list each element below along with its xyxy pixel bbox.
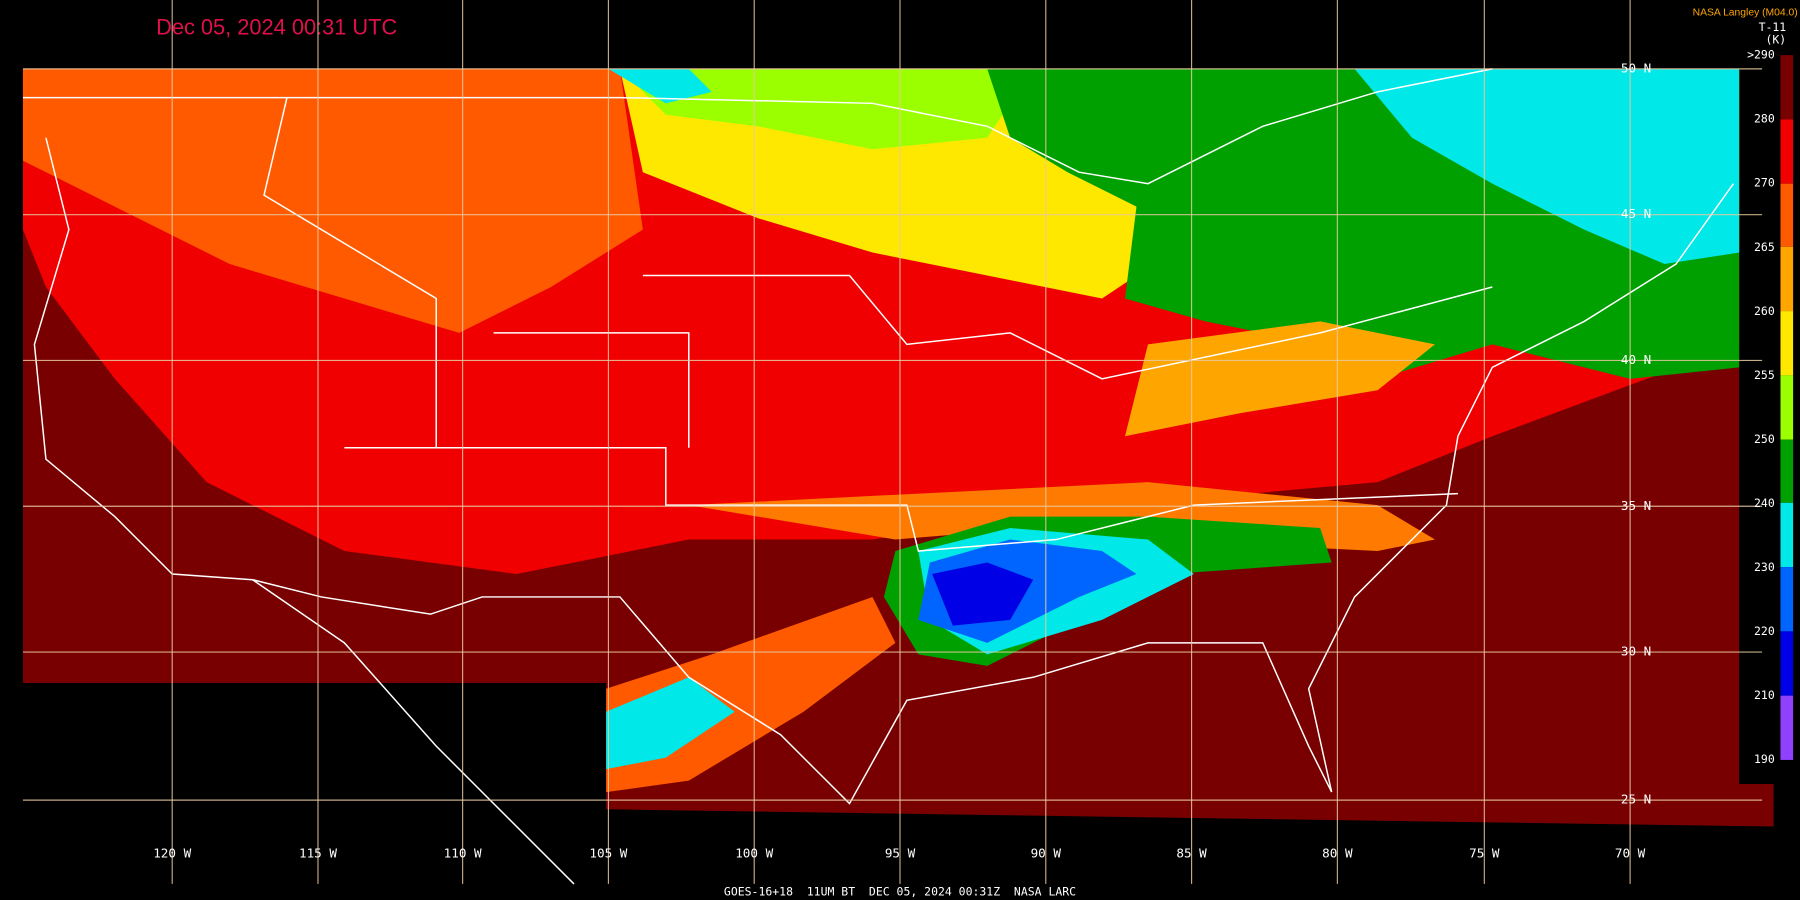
longitude-label: 95 W: [885, 846, 916, 861]
latitude-label: 40 N: [1621, 352, 1651, 367]
title: Dec 05, 2024 00:31 UTC: [156, 14, 397, 39]
colorbar-label: 250: [1754, 432, 1775, 446]
imagery: [22, 68, 1774, 827]
footer: GOES-16+18 11UM BT DEC 05, 2024 00:31Z N…: [724, 884, 1076, 898]
longitude-label: 105 W: [589, 846, 627, 861]
longitude-label: 70 W: [1615, 846, 1646, 861]
longitude-label: 85 W: [1176, 846, 1207, 861]
latitude-label: 45 N: [1621, 206, 1651, 221]
colorbar: [1780, 55, 1794, 760]
borders: [22, 68, 1735, 885]
graticule: [22, 68, 1763, 801]
longitude-label: 75 W: [1469, 846, 1500, 861]
colorbar-label: 190: [1754, 752, 1775, 766]
latitude-label: 25 N: [1621, 792, 1651, 807]
colorbar-label: 230: [1754, 560, 1775, 574]
colorbar-label: 255: [1754, 368, 1775, 382]
longitude-label: 115 W: [299, 846, 337, 861]
colorbar-label: 270: [1754, 176, 1775, 190]
longitude-label: 120 W: [153, 846, 191, 861]
latitude-label: 30 N: [1621, 644, 1651, 659]
colorbar-label: 280: [1754, 112, 1775, 126]
colorbar-label: 260: [1754, 304, 1775, 318]
colorbar-label: 220: [1754, 624, 1775, 638]
longitude-label: 90 W: [1031, 846, 1062, 861]
credit: NASA Langley (M04.0): [1693, 7, 1798, 18]
colorbar-label: 210: [1754, 688, 1775, 702]
colorbar-label: 240: [1754, 496, 1775, 510]
longitude-label: 80 W: [1322, 846, 1353, 861]
colorbar-title: T-11: [1759, 20, 1787, 34]
longitude-label: 110 W: [444, 846, 482, 861]
colorbar-label: >290: [1747, 48, 1775, 62]
longitude-label: 100 W: [735, 846, 773, 861]
latitude-label: 35 N: [1621, 498, 1651, 513]
colorbar-unit: (K): [1766, 33, 1787, 47]
latitude-label: 50 N: [1621, 60, 1651, 75]
colorbar-label: 265: [1754, 240, 1775, 254]
